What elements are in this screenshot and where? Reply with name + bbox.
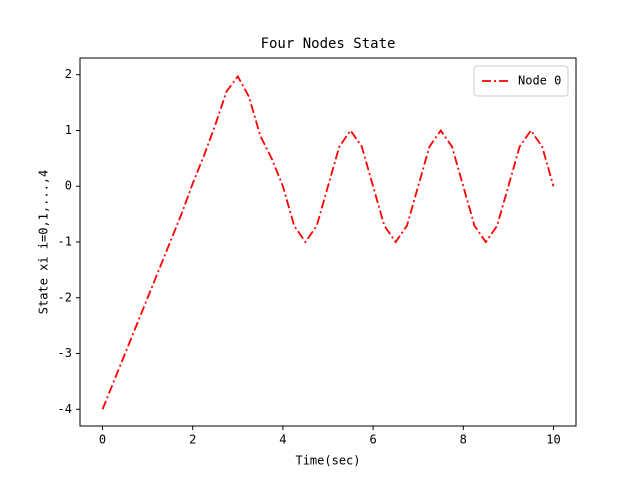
y-tick-label: 0 bbox=[65, 179, 72, 193]
y-tick-label: 2 bbox=[65, 67, 72, 81]
y-tick-label: -3 bbox=[58, 346, 72, 360]
x-tick-label: 4 bbox=[279, 433, 286, 447]
y-tick-label: -1 bbox=[58, 235, 72, 249]
x-tick-label: 10 bbox=[546, 433, 560, 447]
x-axis-label: Time(sec) bbox=[295, 454, 360, 468]
y-tick-label: -2 bbox=[58, 290, 72, 304]
legend-label: Node 0 bbox=[518, 74, 561, 88]
y-tick-label: 1 bbox=[65, 123, 72, 137]
y-tick-label: -4 bbox=[58, 402, 72, 416]
x-tick-label: 6 bbox=[369, 433, 376, 447]
plot-frame bbox=[79, 57, 577, 427]
series-line bbox=[101, 74, 555, 410]
x-tick-label: 2 bbox=[189, 433, 196, 447]
chart-title: Four Nodes State bbox=[261, 36, 396, 52]
x-tick-label: 0 bbox=[99, 433, 106, 447]
y-axis-label: State xi i=0,1,...,4 bbox=[37, 170, 51, 315]
legend-box bbox=[473, 65, 569, 97]
x-tick-label: 8 bbox=[460, 433, 467, 447]
